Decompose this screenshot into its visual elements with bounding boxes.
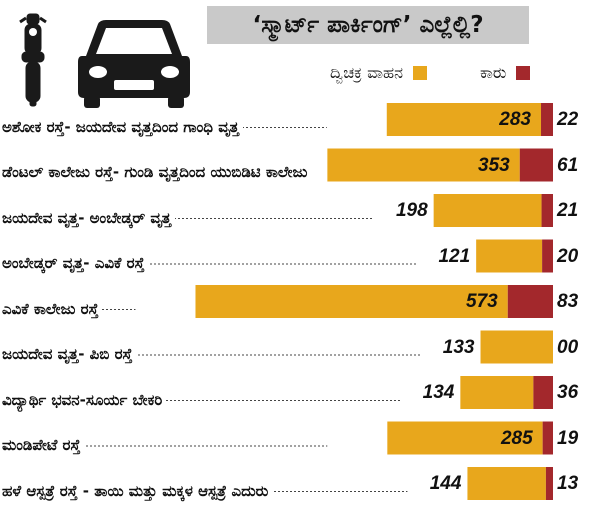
category-label: ಡೆಂಟಲ್ ಕಾಲೇಜು ರಸ್ತೆ- ಗುಂಡಿ ವೃತ್ತದಿಂದ ಯುಬ… [2,161,312,183]
legend-cars-swatch [516,66,531,80]
bar-cars [507,285,553,318]
bar-cars [519,148,553,182]
value-label-cars: 22 [557,109,579,130]
bar-bikes [327,148,520,182]
value-label-cars: 13 [557,473,579,494]
bar-bikes [480,330,553,364]
value-label-bikes: 353 [478,154,510,176]
legend-bikes: ದ್ವಿಚಕ್ರ ವಾಹನ [330,62,427,84]
bar-cars [542,421,553,455]
motorcycle-icon [19,13,47,107]
bar-bikes [460,376,534,409]
bar-bikes [195,285,508,318]
value-label-cars: 19 [557,427,579,449]
category-label: ಹಳೆ ಆಸ್ಪತ್ರೆ ರಸ್ತೆ - ತಾಯಿ ಮತ್ತು ಮಕ್ಕಳ ಆಸ… [2,479,273,502]
bar-bikes [467,467,546,500]
value-label-cars: 83 [557,291,579,312]
category-label: ವಿದ್ಯಾರ್ಥಿ ಭವನ-ಸೂರ್ಯ ಬೇಕರಿ [2,388,167,411]
value-label-bikes: 134 [422,382,455,403]
value-label-cars: 36 [557,382,579,403]
header-icons [19,13,190,108]
bar-cars [545,467,553,500]
legend-cars-label: ಕಾರು [480,63,507,82]
bar-cars [541,194,553,227]
value-label-bikes: 285 [500,427,533,449]
value-label-bikes: 573 [466,291,498,312]
category-label: ಅಂಬೇಡ್ಕರ್ ವೃತ್ತ- ಎವಿಕೆ ರಸ್ತೆ [2,252,149,274]
value-label-bikes: 283 [499,109,531,130]
category-label: ಅಶೋಕ ರಸ್ತೆ- ಜಯದೇವ ವೃತ್ತದಿಂದ ಗಾಂಧಿ ವೃತ್ತ [2,115,243,138]
legend-bikes-label: ದ್ವಿಚಕ್ರ ವಾಹನ [330,63,403,82]
bar-bikes [433,194,542,227]
category-label: ಜಯದೇವ ವೃತ್ತ- ಅಂಬೇಡ್ಕರ್ ವೃತ್ತ [2,206,175,229]
bar-bikes [386,103,542,136]
category-label: ಮಂಡಿಪೇಟೆ ರಸ್ತೆ [2,434,85,456]
legend-cars: ಕಾರು [480,62,531,84]
value-label-bikes: 121 [438,245,471,267]
value-label-bikes: 144 [429,473,462,494]
value-label-cars: 20 [557,245,579,267]
value-label-cars: 61 [557,154,579,176]
chart-title: ‘ಸ್ಮಾರ್ಟ್ ಪಾರ್ಕಿಂಗ್’ ಎಲ್ಲೆಲ್ಲಿ? [207,6,529,44]
bar-cars [542,239,553,273]
legend-bikes-swatch [413,66,427,80]
value-label-bikes: 133 [442,336,475,358]
bar-cars [533,376,553,409]
value-label-cars: 00 [557,336,579,358]
value-label-cars: 21 [557,200,579,221]
bar-bikes [387,421,543,455]
bar-bikes [476,239,543,273]
category-label: ಜಯದೇವ ವೃತ್ತ- ಪಿಬಿ ರಸ್ತೆ [2,343,137,365]
category-label: ಎವಿಕೆ ಕಾಲೇಜು ರಸ್ತೆ [2,297,103,320]
car-icon [78,20,190,108]
value-label-bikes: 198 [395,200,428,221]
bar-cars [541,103,553,136]
